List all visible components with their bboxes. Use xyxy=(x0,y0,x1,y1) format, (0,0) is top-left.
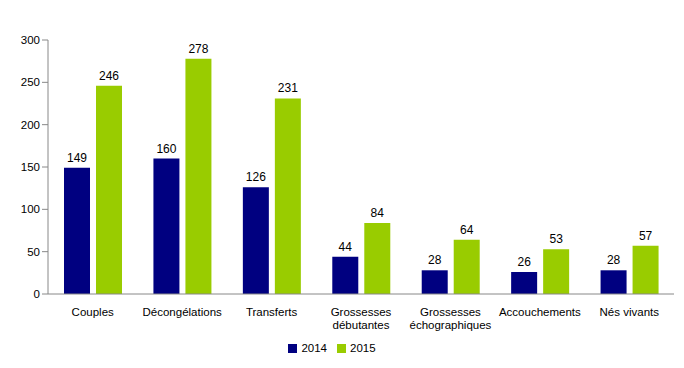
svg-text:Grossesses: Grossesses xyxy=(331,306,392,318)
svg-text:28: 28 xyxy=(607,253,621,267)
svg-text:160: 160 xyxy=(156,142,176,156)
html-text:2014: 2014 xyxy=(301,342,327,354)
svg-text:246: 246 xyxy=(99,69,119,83)
svg-text:200: 200 xyxy=(21,119,40,131)
svg-text:Décongélations: Décongélations xyxy=(143,306,223,318)
html-text:2015: 2015 xyxy=(350,342,376,354)
svg-text:250: 250 xyxy=(21,76,40,88)
svg-text:84: 84 xyxy=(371,206,385,220)
svg-text:231: 231 xyxy=(278,81,298,95)
svg-text:26: 26 xyxy=(517,255,531,269)
svg-text:278: 278 xyxy=(188,42,208,56)
svg-text:0: 0 xyxy=(34,288,40,300)
svg-text:100: 100 xyxy=(21,203,40,215)
svg-text:150: 150 xyxy=(21,161,40,173)
svg-text:débutantes: débutantes xyxy=(333,319,390,331)
svg-text:Grossesses: Grossesses xyxy=(420,306,481,318)
svg-text:126: 126 xyxy=(246,170,266,184)
svg-text:50: 50 xyxy=(27,246,40,258)
svg-text:44: 44 xyxy=(339,240,353,254)
svg-text:53: 53 xyxy=(549,232,563,246)
svg-text:300: 300 xyxy=(21,34,40,46)
svg-text:échographiques: échographiques xyxy=(410,319,492,331)
svg-text:Transferts: Transferts xyxy=(246,306,298,318)
svg-text:149: 149 xyxy=(67,151,87,165)
svg-text:28: 28 xyxy=(428,253,442,267)
svg-text:Couples: Couples xyxy=(72,306,114,318)
svg-text:Nés vivants: Nés vivants xyxy=(600,306,660,318)
svg-text:57: 57 xyxy=(639,229,653,243)
svg-text:64: 64 xyxy=(460,223,474,237)
svg-text:Accouchements: Accouchements xyxy=(499,306,581,318)
